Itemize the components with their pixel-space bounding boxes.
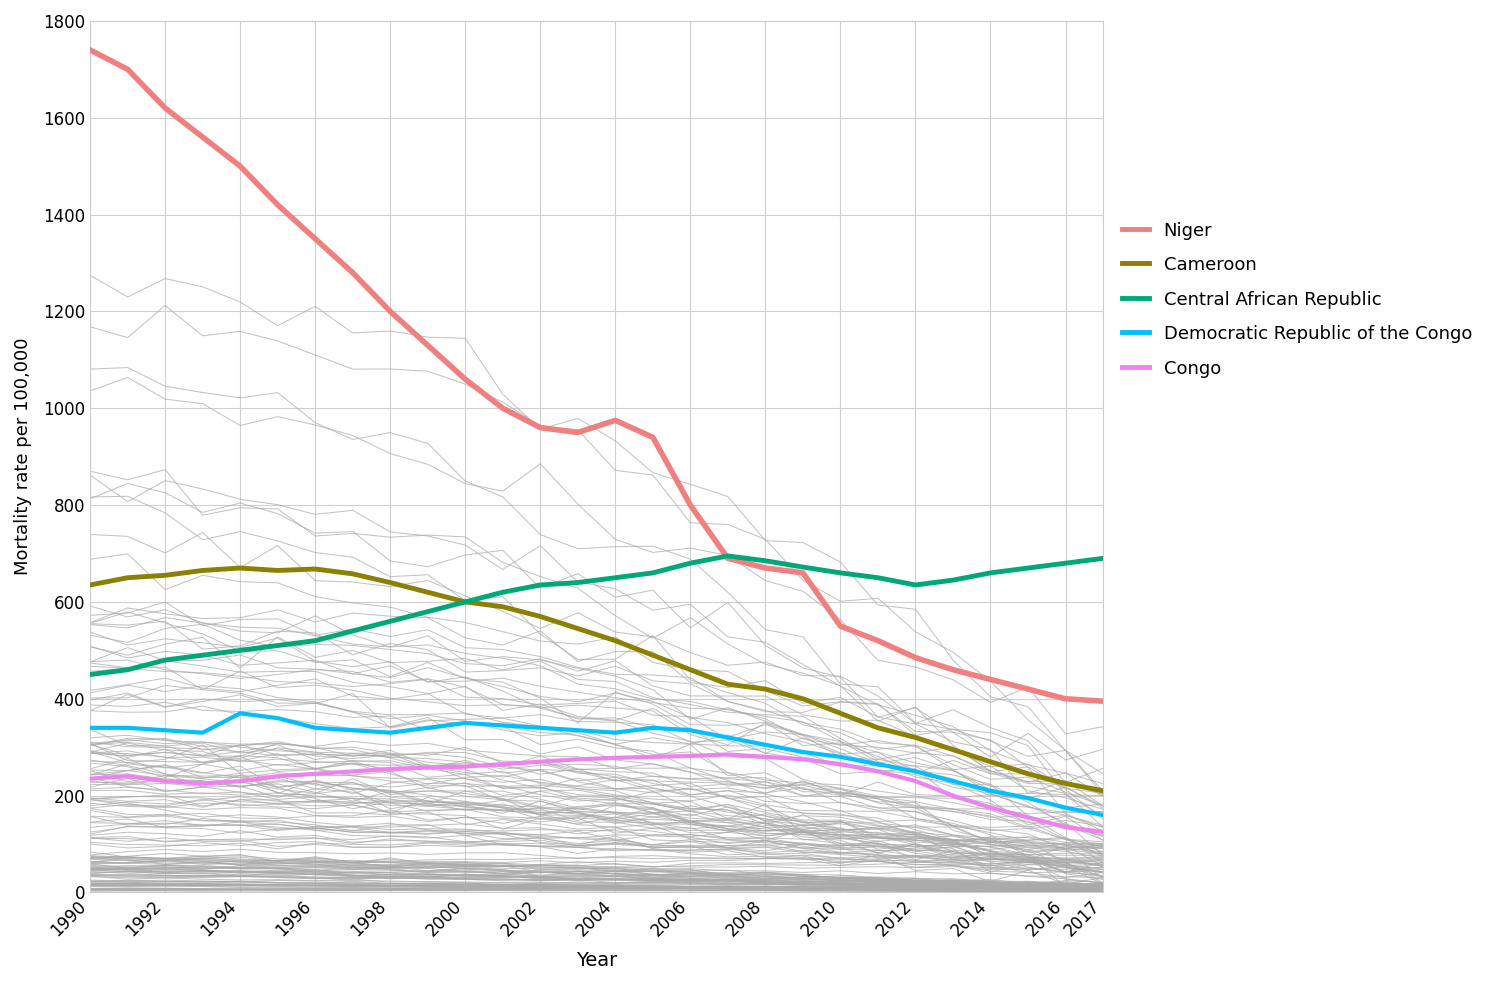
- Legend: Niger, Cameroon, Central African Republic, Democratic Republic of the Congo, Con: Niger, Cameroon, Central African Republi…: [1123, 221, 1472, 378]
- Y-axis label: Mortality rate per 100,000: Mortality rate per 100,000: [14, 338, 32, 576]
- X-axis label: Year: Year: [576, 952, 616, 970]
